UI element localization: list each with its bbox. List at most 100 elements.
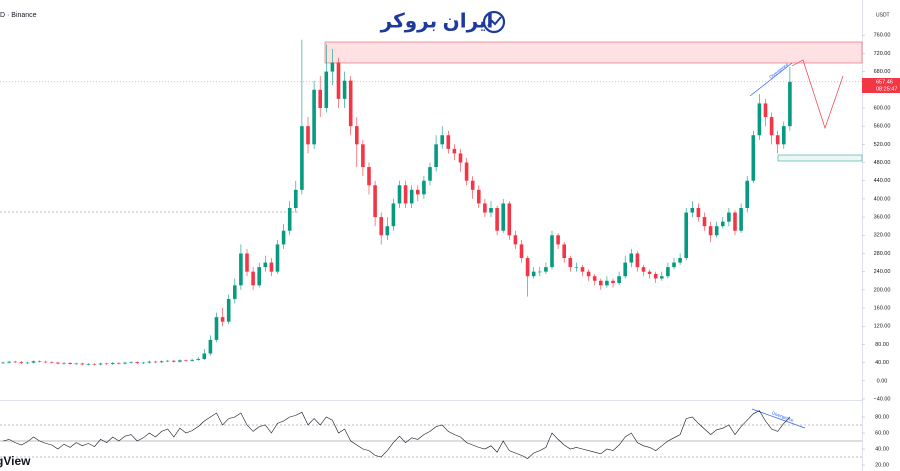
candle-body (385, 226, 390, 236)
y-tick-label: 680.00 (874, 69, 891, 75)
candle-body (275, 244, 280, 272)
candle-body (574, 267, 579, 268)
chart-title: D · Binance (0, 12, 37, 19)
price-tag (862, 78, 900, 93)
candle-body (56, 362, 60, 364)
candle-body (708, 226, 713, 236)
candle-body (727, 212, 731, 222)
y-tick-label: 520.00 (874, 142, 891, 148)
candle-body (172, 360, 176, 362)
candle-body (330, 62, 335, 72)
candle-body (452, 148, 457, 154)
candle-body (43, 361, 48, 363)
y-tick-label: 40.00 (875, 446, 889, 452)
candle-body (361, 144, 365, 168)
y-tick-label: −40.00 (874, 396, 891, 402)
candle-body (531, 271, 536, 277)
candle-body (13, 361, 17, 363)
candle-body (233, 285, 237, 299)
candle-body (599, 280, 603, 286)
y-tick-label: 360.00 (874, 215, 891, 221)
candle-body (550, 235, 554, 268)
candle-body (763, 103, 768, 118)
candle-body (501, 203, 505, 231)
candle-body (422, 180, 426, 195)
candle-body (342, 80, 347, 99)
projection-path (791, 59, 844, 130)
candle-body (68, 363, 72, 364)
candle-body (416, 189, 420, 195)
candle-body (111, 363, 115, 364)
candle-body (592, 276, 597, 281)
candle-body (623, 262, 627, 277)
candle-body (373, 185, 377, 218)
candle-body (568, 258, 573, 268)
candle-body (50, 362, 54, 363)
candle-body (434, 144, 438, 168)
candle-body (184, 360, 188, 361)
candle-body (220, 317, 225, 322)
candle-body (458, 153, 463, 163)
candle-body (733, 212, 737, 231)
y-tick-label: 400.00 (874, 196, 891, 202)
candle-body (660, 276, 664, 279)
candle-body (397, 185, 402, 204)
candle-body (19, 362, 24, 364)
candle-body (672, 262, 676, 268)
candle-body (324, 71, 329, 108)
logo-icon-arrow (487, 16, 502, 27)
candle-body (403, 185, 408, 204)
candle-body (690, 208, 695, 213)
candle-body (409, 189, 414, 204)
candle-body (751, 135, 756, 181)
y-tick-label: 80.00 (875, 342, 889, 348)
y-tick-label: 60.00 (875, 430, 889, 436)
candle-body (684, 212, 688, 259)
candle-body (62, 363, 66, 364)
candle-body (336, 62, 341, 99)
candle-body (190, 359, 194, 361)
candle-body (507, 203, 512, 236)
divergence-line (749, 62, 793, 97)
candle-body (1, 362, 5, 364)
y-tick-label: 200.00 (874, 287, 891, 293)
candle-body (269, 262, 274, 272)
logo: ایران بروکر (380, 10, 506, 34)
candle-body (470, 180, 475, 190)
candle-body (562, 244, 566, 259)
candle-body (702, 217, 707, 227)
candle-body (769, 117, 774, 136)
y-tick-label: 240.00 (874, 269, 891, 275)
last-price: 657.46 (876, 79, 893, 85)
watermark: gView (0, 454, 31, 468)
candle-body (257, 267, 261, 286)
candle-body (318, 89, 322, 108)
candle-body (153, 361, 158, 363)
candle-body (495, 208, 499, 231)
candle-body (513, 235, 518, 245)
candle-body (31, 361, 36, 363)
candle-body (446, 135, 451, 149)
candle-body (202, 353, 207, 359)
countdown: 08:25:47 (876, 86, 897, 92)
candle-body (123, 362, 127, 364)
candle-body (666, 267, 670, 277)
candle-body (141, 362, 146, 364)
candle-body (245, 253, 249, 272)
candle-body (348, 80, 353, 127)
candle-body (721, 221, 725, 227)
candle-body (92, 363, 97, 365)
candle-body (739, 208, 743, 231)
candle-body (287, 208, 292, 231)
candle-body (208, 339, 213, 354)
candle-body (440, 135, 444, 145)
candle-body (355, 126, 359, 145)
candle-body (226, 298, 231, 322)
candle-body (80, 363, 85, 365)
candle-body (294, 189, 298, 208)
candle-body (196, 358, 200, 360)
support-zone (777, 154, 863, 162)
y-tick-label: 280.00 (874, 251, 891, 257)
